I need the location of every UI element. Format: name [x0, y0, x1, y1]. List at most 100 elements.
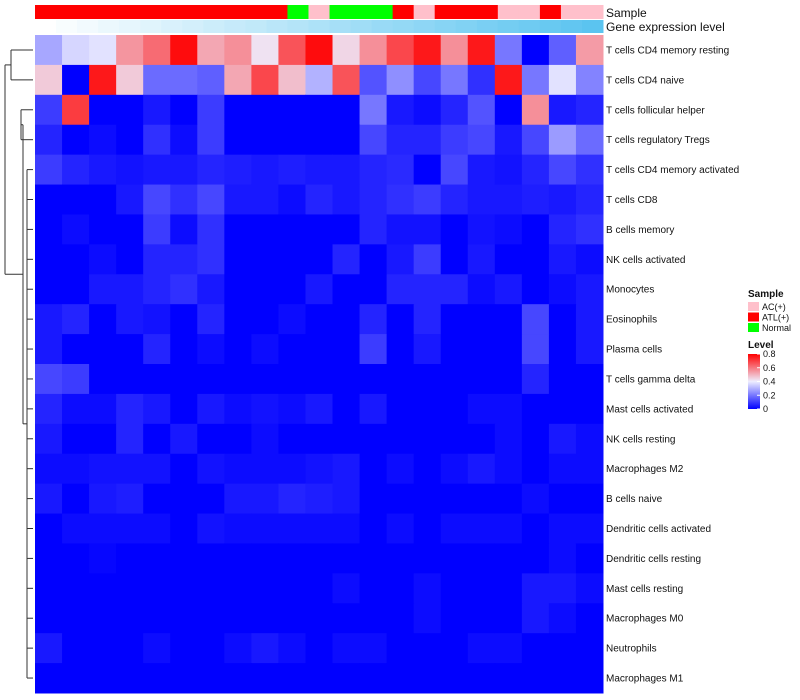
heatmap-cell: [35, 543, 63, 574]
heatmap-cell: [494, 573, 523, 604]
heatmap-cell: [224, 364, 252, 395]
heatmap-cell: [170, 573, 198, 604]
heatmap-cell: [332, 304, 361, 335]
heatmap-cell: [224, 663, 252, 694]
heatmap-cell: [359, 334, 388, 365]
heatmap-cell: [89, 543, 117, 574]
heatmap-cell: [440, 633, 469, 664]
heatmap-cell: [413, 633, 442, 664]
heatmap-cell: [197, 184, 225, 215]
heatmap-cell: [305, 214, 334, 245]
heatmap-cell: [224, 423, 252, 455]
heatmap-cell: [548, 364, 577, 395]
expression-annotation-cell: [350, 20, 373, 33]
heatmap-cell: [89, 453, 117, 485]
heatmap-cell: [224, 154, 252, 186]
sample-annotation-cell: [35, 5, 57, 19]
heatmap-cell: [413, 603, 442, 634]
heatmap-cell: [359, 124, 388, 156]
heatmap-cell: [386, 334, 415, 365]
heatmap-cell: [494, 513, 523, 544]
heatmap-cell: [197, 214, 225, 245]
heatmap-cell: [359, 94, 388, 126]
heatmap-cell: [413, 453, 442, 485]
heatmap-cell: [62, 64, 90, 96]
legend-sample-label: Normal: [762, 323, 791, 333]
heatmap-cell: [521, 304, 550, 335]
heatmap-cell: [386, 154, 415, 186]
expression-annotation-cell: [266, 20, 288, 33]
heatmap-cell: [332, 423, 361, 455]
heatmap-cell: [494, 64, 523, 96]
heatmap-cell: [575, 513, 604, 544]
heatmap-cell: [305, 154, 334, 186]
heatmap-cell: [494, 35, 523, 66]
heatmap-cell: [413, 304, 442, 335]
heatmap-cell: [251, 453, 279, 485]
heatmap-cell: [413, 244, 442, 275]
heatmap-cell: [332, 214, 361, 245]
heatmap-cell: [386, 483, 415, 515]
heatmap-cell: [278, 64, 306, 96]
heatmap-cell: [251, 35, 279, 66]
heatmap-cell: [332, 35, 361, 66]
heatmap-cell: [386, 64, 415, 96]
sample-annotation-cell: [413, 5, 436, 19]
heatmap-cell: [575, 603, 604, 634]
heatmap-cell: [170, 124, 198, 156]
heatmap-cell: [413, 274, 442, 305]
expression-annotation-cell: [287, 20, 309, 33]
heatmap-cell: [278, 124, 306, 156]
heatmap-cell: [278, 35, 306, 66]
heatmap-cell: [521, 184, 550, 215]
heatmap-cell: [143, 663, 171, 694]
heatmap-cell: [251, 364, 279, 395]
heatmap-cell: [305, 423, 334, 455]
heatmap-cell: [143, 423, 171, 455]
heatmap-cell: [89, 633, 117, 664]
row-label: B cells memory: [606, 225, 674, 236]
sample-annotation-cell: [224, 5, 246, 19]
heatmap-cell: [359, 483, 388, 515]
heatmap-cell: [494, 244, 523, 275]
heatmap-cell: [278, 663, 306, 694]
heatmap-cell: [548, 214, 577, 245]
heatmap-cell: [359, 274, 388, 305]
heatmap-cell: [305, 364, 334, 395]
heatmap-cell: [332, 543, 361, 574]
heatmap-cell: [197, 423, 225, 455]
heatmap-cell: [35, 364, 63, 395]
heatmap-cell: [413, 513, 442, 544]
heatmap-cell: [359, 35, 388, 66]
heatmap-cell: [197, 393, 225, 425]
heatmap-cell: [170, 483, 198, 515]
heatmap-cell: [305, 124, 334, 156]
heatmap-cell: [548, 573, 577, 604]
legend-sample-items: AC(+)ATL(+)Normal: [748, 302, 791, 333]
heatmap-cell: [278, 364, 306, 395]
heatmap-cell: [89, 304, 117, 335]
heatmap-cell: [35, 64, 63, 96]
expression-annotation-cell: [497, 20, 520, 33]
heatmap-cell: [359, 543, 388, 574]
heatmap-cell: [440, 214, 469, 245]
heatmap-cell: [413, 483, 442, 515]
heatmap-cell: [467, 483, 496, 515]
heatmap-cell: [278, 603, 306, 634]
heatmap-cell: [575, 94, 604, 126]
heatmap-cell: [143, 334, 171, 365]
heatmap-cell: [143, 603, 171, 634]
heatmap-cell: [386, 304, 415, 335]
expression-annotation-cell: [434, 20, 457, 33]
row-label: T cells regulatory Tregs: [606, 135, 710, 146]
heatmap-cell: [548, 663, 577, 694]
heatmap-cell: [251, 393, 279, 425]
heatmap-cell: [143, 393, 171, 425]
heatmap-cell: [467, 453, 496, 485]
heatmap-cell: [89, 513, 117, 544]
heatmap-cell: [440, 304, 469, 335]
expression-annotation-label: Gene expression level: [606, 20, 725, 34]
heatmap-cell: [251, 423, 279, 455]
heatmap-cell: [197, 364, 225, 395]
